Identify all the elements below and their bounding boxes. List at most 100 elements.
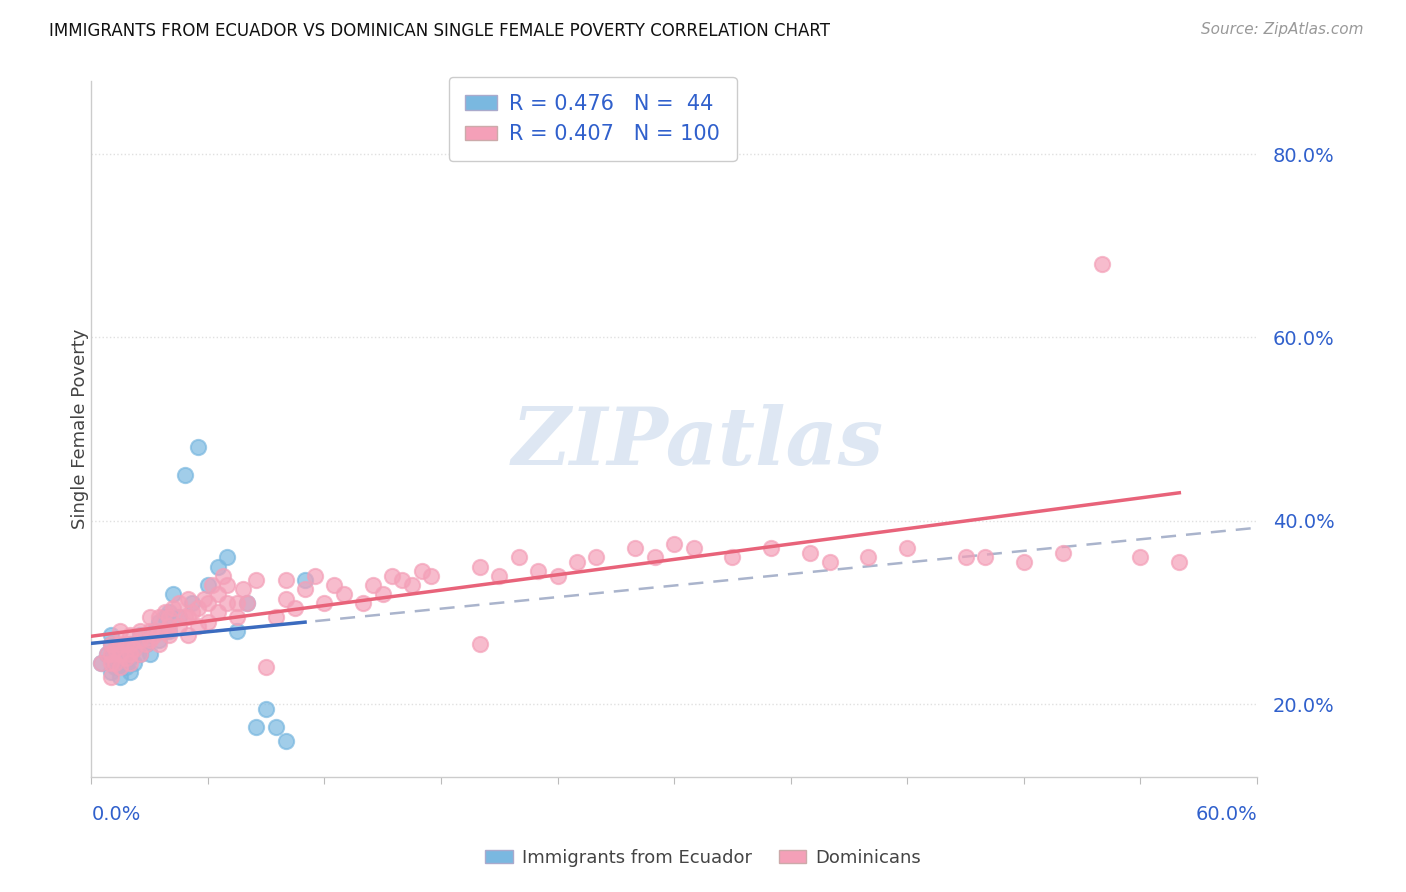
Point xyxy=(232,582,254,597)
Point xyxy=(104,642,127,657)
Point xyxy=(468,637,491,651)
Point xyxy=(420,568,443,582)
Point xyxy=(254,660,277,674)
Point xyxy=(138,624,160,638)
Point xyxy=(644,550,666,565)
Point xyxy=(858,550,880,565)
Point xyxy=(411,564,433,578)
Text: 0.0%: 0.0% xyxy=(91,805,141,824)
Point xyxy=(721,550,744,565)
Point xyxy=(264,610,287,624)
Point xyxy=(381,568,404,582)
Point xyxy=(100,669,122,683)
Point xyxy=(157,628,180,642)
Point xyxy=(104,660,127,674)
Point xyxy=(120,647,142,661)
Point xyxy=(142,624,165,638)
Point xyxy=(115,642,138,657)
Point xyxy=(100,656,122,670)
Point xyxy=(96,647,118,661)
Point xyxy=(187,619,209,633)
Point xyxy=(157,610,180,624)
Point xyxy=(105,647,128,661)
Point xyxy=(1012,555,1035,569)
Point xyxy=(955,550,977,565)
Point xyxy=(207,559,229,574)
Point xyxy=(236,596,259,610)
Point xyxy=(138,647,160,661)
Point xyxy=(100,628,122,642)
Point xyxy=(177,628,200,642)
Point xyxy=(391,574,413,588)
Point xyxy=(173,610,195,624)
Point xyxy=(193,591,215,606)
Point xyxy=(1091,257,1114,271)
Point xyxy=(254,701,277,715)
Point xyxy=(1168,555,1191,569)
Point xyxy=(110,669,132,683)
Point xyxy=(294,574,316,588)
Point xyxy=(547,568,569,582)
Point xyxy=(226,624,249,638)
Point xyxy=(162,600,184,615)
Point xyxy=(129,624,152,638)
Point xyxy=(100,647,122,661)
Point xyxy=(323,578,346,592)
Point xyxy=(181,606,204,620)
Point xyxy=(148,610,170,624)
Point xyxy=(245,720,267,734)
Point xyxy=(135,637,157,651)
Point xyxy=(96,647,118,661)
Point xyxy=(157,606,180,620)
Legend: Immigrants from Ecuador, Dominicans: Immigrants from Ecuador, Dominicans xyxy=(478,842,928,874)
Point xyxy=(197,615,219,629)
Point xyxy=(122,642,145,657)
Point xyxy=(468,559,491,574)
Point xyxy=(197,578,219,592)
Point xyxy=(110,647,132,661)
Point xyxy=(120,665,142,679)
Point xyxy=(274,733,297,747)
Point xyxy=(110,656,132,670)
Point xyxy=(100,665,122,679)
Point xyxy=(333,587,356,601)
Point xyxy=(148,632,170,647)
Point xyxy=(294,582,316,597)
Point xyxy=(90,656,112,670)
Point xyxy=(162,587,184,601)
Point xyxy=(818,555,841,569)
Point xyxy=(187,441,209,455)
Point xyxy=(148,624,170,638)
Point xyxy=(129,647,152,661)
Point xyxy=(167,610,190,624)
Point xyxy=(142,628,165,642)
Point xyxy=(274,591,297,606)
Point xyxy=(157,624,180,638)
Point xyxy=(236,596,259,610)
Point xyxy=(153,610,176,624)
Point xyxy=(799,546,821,560)
Point xyxy=(153,606,176,620)
Point xyxy=(110,647,132,661)
Point xyxy=(115,637,138,651)
Point xyxy=(90,656,112,670)
Point xyxy=(401,578,423,592)
Point xyxy=(217,550,239,565)
Point xyxy=(207,587,229,601)
Point xyxy=(129,628,152,642)
Point xyxy=(585,550,607,565)
Point xyxy=(201,578,224,592)
Point xyxy=(110,624,132,638)
Point xyxy=(212,568,235,582)
Point xyxy=(1052,546,1074,560)
Point xyxy=(129,647,152,661)
Point xyxy=(226,596,249,610)
Point xyxy=(110,637,132,651)
Point xyxy=(181,596,204,610)
Point xyxy=(352,596,374,610)
Point xyxy=(104,656,127,670)
Point xyxy=(217,596,239,610)
Point xyxy=(167,619,190,633)
Point xyxy=(177,591,200,606)
Point xyxy=(153,624,176,638)
